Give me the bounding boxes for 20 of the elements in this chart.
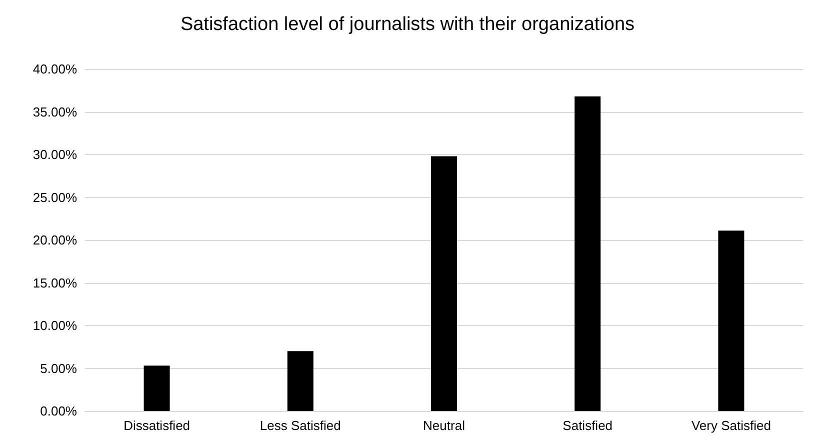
y-tick-label: 25.00% — [32, 190, 78, 205]
y-tick-label: 40.00% — [32, 62, 78, 76]
x-tick-label: Satisfied — [562, 418, 613, 433]
y-tick-label: 35.00% — [32, 104, 78, 120]
y-tick-label: 5.00% — [40, 360, 78, 376]
y-tick-label: 20.00% — [32, 232, 78, 248]
bar — [574, 96, 601, 411]
x-tick-label: Dissatisfied — [124, 418, 190, 433]
bar — [144, 366, 170, 411]
bar — [431, 156, 457, 411]
y-tick-label: 15.00% — [32, 275, 78, 290]
x-tick-label: Very Satisfied — [691, 418, 771, 433]
bar — [287, 351, 314, 411]
x-tick-label: Less Satisfied — [260, 418, 341, 433]
chart-title: Satisfaction level of journalists with their organizations — [180, 14, 635, 35]
y-tick-label: 30.00% — [32, 147, 78, 162]
y-tick-label: 10.00% — [32, 318, 78, 333]
y-tick-label: 0.00% — [40, 404, 78, 418]
bar — [718, 230, 744, 411]
x-tick-label: Neutral — [423, 418, 466, 433]
